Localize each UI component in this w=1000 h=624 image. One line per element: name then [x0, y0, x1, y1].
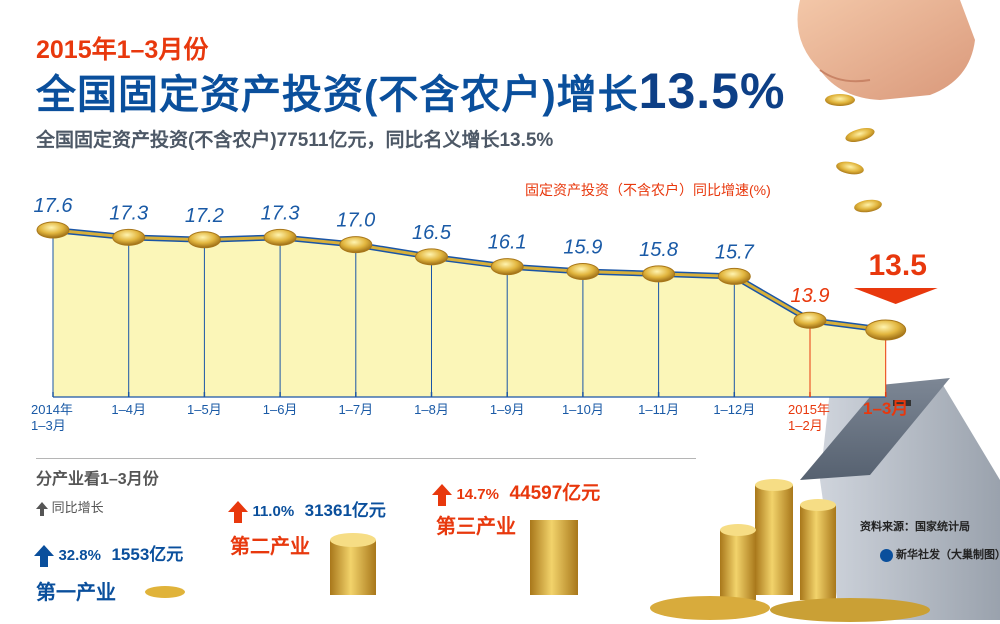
data-label: 17.3	[261, 202, 300, 224]
data-point-coin	[865, 319, 907, 341]
section-divider	[36, 458, 696, 459]
industry-value: 44597亿元	[509, 483, 601, 504]
industry-heading: 分产业看1–3月份	[36, 471, 159, 488]
headline: 全国固定资产投资(不含农户)增长13.5%	[36, 62, 785, 120]
data-label: 17.2	[185, 205, 224, 227]
industry-legend-label: 同比增长	[51, 500, 104, 515]
up-arrow-icon	[228, 500, 248, 523]
credit-note: 新华社发（大巢制图）	[880, 546, 1000, 562]
chart-legend: 固定资产投资（不含农户）同比增速(%)	[525, 182, 771, 198]
hand-coins-illustration	[797, 0, 975, 213]
data-point-coin	[263, 228, 297, 246]
industry-growth: 14.7%	[456, 486, 499, 503]
supertitle: 2015年1–3月份	[36, 36, 209, 64]
industry-value: 1553亿元	[111, 545, 184, 564]
subtitle: 全国固定资产投资(不含农户)77511亿元，同比名义增长13.5%	[36, 130, 554, 151]
data-point-coin	[36, 221, 70, 239]
data-point-coin	[642, 265, 676, 283]
industry-primary: 32.8% 1553亿元	[34, 540, 183, 567]
data-label-highlight: 13.5	[869, 249, 927, 282]
area-fill	[53, 230, 886, 397]
data-label: 17.6	[34, 195, 74, 217]
x-tick-label: 1–12月	[713, 402, 755, 417]
source-note: 资料来源：国家统计局	[860, 521, 970, 533]
data-point-coin	[717, 267, 751, 285]
x-tick-label: 2014年	[31, 402, 73, 417]
data-label: 15.7	[715, 241, 755, 263]
house-coins-illustration	[650, 378, 1000, 622]
xinhua-logo-icon	[880, 548, 893, 562]
industry-tertiary: 14.7% 44597亿元	[432, 478, 600, 506]
x-tick-label: 1–8月	[414, 402, 449, 417]
up-arrow-icon	[34, 544, 54, 567]
data-label: 17.3	[109, 202, 148, 224]
x-tick-label: 1–7月	[338, 402, 373, 417]
x-tick-label: 2015年	[788, 402, 830, 417]
x-tick-label: 1–4月	[111, 402, 146, 417]
data-label: 13.9	[791, 285, 830, 307]
data-label: 17.0	[336, 210, 375, 232]
industry-growth: 32.8%	[58, 547, 101, 564]
industry-coin-stacks	[145, 520, 578, 598]
data-label: 15.9	[563, 236, 602, 258]
down-arrow-icon	[853, 288, 938, 304]
headline-value: 13.5%	[638, 63, 786, 119]
x-tick-label: 1–3月	[31, 418, 66, 433]
data-point-coin	[793, 311, 827, 329]
data-point-coin	[339, 236, 373, 254]
data-label: 16.5	[412, 222, 452, 244]
credit-text: 新华社发（大巢制图）	[896, 549, 1000, 561]
data-point-coin	[187, 231, 221, 249]
industry-legend: 同比增长	[36, 497, 104, 516]
growth-chart: 17.62014年1–3月17.31–4月17.21–5月17.31–6月17.…	[31, 195, 938, 433]
x-tick-label: 1–9月	[490, 402, 525, 417]
industry-secondary: 11.0% 31361亿元	[228, 496, 386, 523]
data-point-coin	[112, 228, 146, 246]
industry-growth: 11.0%	[252, 503, 295, 520]
industry-value: 31361亿元	[304, 501, 386, 520]
industry-name: 第一产业	[36, 582, 116, 604]
x-tick-label: 1–11月	[638, 402, 679, 417]
up-arrow-icon	[36, 501, 48, 516]
up-arrow-icon	[432, 483, 452, 506]
x-tick-label: 1–10月	[562, 402, 604, 417]
x-tick-label: 1–6月	[263, 402, 298, 417]
data-point-coin	[415, 248, 448, 266]
data-label: 16.1	[488, 232, 527, 254]
data-point-coin	[566, 262, 600, 280]
headline-text: 全国固定资产投资(不含农户)增长	[36, 73, 639, 117]
industry-name: 第二产业	[230, 536, 310, 558]
x-tick-label: 1–3月	[863, 399, 908, 418]
data-point-coin	[490, 258, 524, 276]
industry-name: 第三产业	[436, 516, 516, 538]
x-tick-label: 1–2月	[788, 418, 823, 433]
x-tick-label: 1–5月	[187, 402, 222, 417]
data-label: 15.8	[639, 239, 678, 261]
